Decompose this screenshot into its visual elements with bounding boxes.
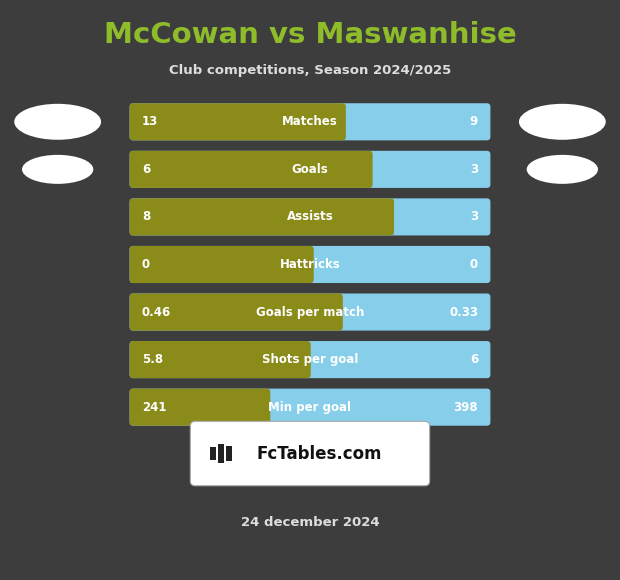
Text: 13: 13 (142, 115, 158, 128)
Text: FcTables.com: FcTables.com (257, 444, 382, 463)
Ellipse shape (519, 104, 606, 140)
FancyBboxPatch shape (210, 447, 216, 460)
Text: 8: 8 (142, 211, 150, 223)
FancyBboxPatch shape (130, 389, 490, 426)
Ellipse shape (22, 155, 93, 184)
Text: Goals per match: Goals per match (256, 306, 364, 318)
FancyBboxPatch shape (130, 198, 490, 235)
Text: 0: 0 (470, 258, 478, 271)
Text: 0: 0 (142, 258, 150, 271)
FancyBboxPatch shape (190, 421, 430, 486)
Text: Hattricks: Hattricks (280, 258, 340, 271)
FancyBboxPatch shape (218, 444, 224, 463)
Text: Assists: Assists (286, 211, 334, 223)
FancyBboxPatch shape (226, 446, 232, 461)
Text: 241: 241 (142, 401, 167, 414)
FancyBboxPatch shape (130, 246, 490, 283)
Text: Matches: Matches (282, 115, 338, 128)
FancyBboxPatch shape (130, 293, 490, 331)
FancyBboxPatch shape (130, 198, 394, 235)
FancyBboxPatch shape (130, 151, 490, 188)
Text: 0.33: 0.33 (449, 306, 478, 318)
Ellipse shape (527, 155, 598, 184)
FancyBboxPatch shape (130, 151, 373, 188)
Text: 0.46: 0.46 (142, 306, 171, 318)
FancyBboxPatch shape (130, 246, 314, 283)
FancyBboxPatch shape (130, 293, 343, 331)
FancyBboxPatch shape (130, 341, 311, 378)
FancyBboxPatch shape (130, 341, 490, 378)
FancyBboxPatch shape (130, 103, 346, 140)
Text: Min per goal: Min per goal (268, 401, 352, 414)
Text: 9: 9 (470, 115, 478, 128)
Text: Goals: Goals (291, 163, 329, 176)
Text: 6: 6 (142, 163, 150, 176)
Text: Club competitions, Season 2024/2025: Club competitions, Season 2024/2025 (169, 64, 451, 77)
Text: Shots per goal: Shots per goal (262, 353, 358, 366)
FancyBboxPatch shape (130, 103, 490, 140)
Ellipse shape (14, 104, 101, 140)
Text: 3: 3 (470, 211, 478, 223)
Text: McCowan vs Maswanhise: McCowan vs Maswanhise (104, 21, 516, 49)
FancyBboxPatch shape (130, 389, 270, 426)
Text: 5.8: 5.8 (142, 353, 163, 366)
Text: 398: 398 (453, 401, 478, 414)
Text: 3: 3 (470, 163, 478, 176)
Text: 6: 6 (470, 353, 478, 366)
Text: 24 december 2024: 24 december 2024 (241, 516, 379, 528)
